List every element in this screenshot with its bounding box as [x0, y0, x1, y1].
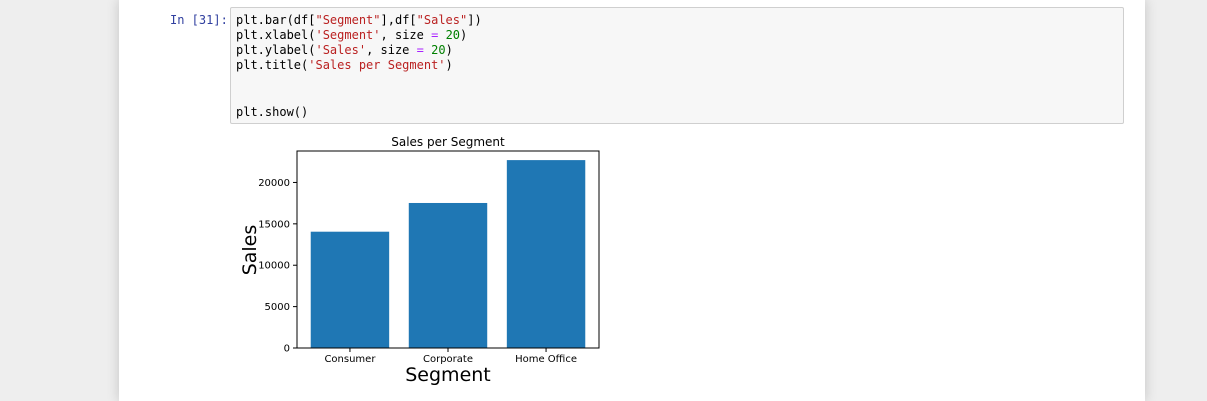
- x-tick-label: Home Office: [515, 354, 577, 365]
- x-tick-label: Consumer: [324, 354, 376, 365]
- code-line-2: plt.xlabel('Segment', size = 20): [236, 28, 468, 42]
- y-tick-label: 0: [284, 344, 290, 355]
- bar-corporate: [408, 202, 488, 348]
- y-tick-label: 15000: [258, 219, 290, 230]
- y-tick-label: 10000: [258, 261, 290, 272]
- x-axis-label: Segment: [405, 364, 491, 386]
- y-tick-label: 5000: [265, 302, 290, 313]
- bar-consumer: [310, 231, 390, 348]
- code-line-4: plt.title('Sales per Segment'): [236, 58, 453, 72]
- y-axis-label: Sales: [239, 225, 261, 276]
- code-line-1: plt.bar(df["Segment"],df["Sales"]): [236, 13, 482, 27]
- x-tick-label: Corporate: [423, 354, 473, 365]
- cell-prompt: In [31]:: [170, 13, 228, 27]
- bar-home-office: [506, 160, 586, 348]
- y-tick-label: 20000: [258, 178, 290, 189]
- code-line-3: plt.ylabel('Sales', size = 20): [236, 43, 453, 57]
- chart-title: Sales per Segment: [391, 135, 505, 149]
- code-line-5: plt.show(): [236, 105, 309, 119]
- code-cell-input[interactable]: plt.bar(df["Segment"],df["Sales"]) plt.x…: [230, 7, 1124, 124]
